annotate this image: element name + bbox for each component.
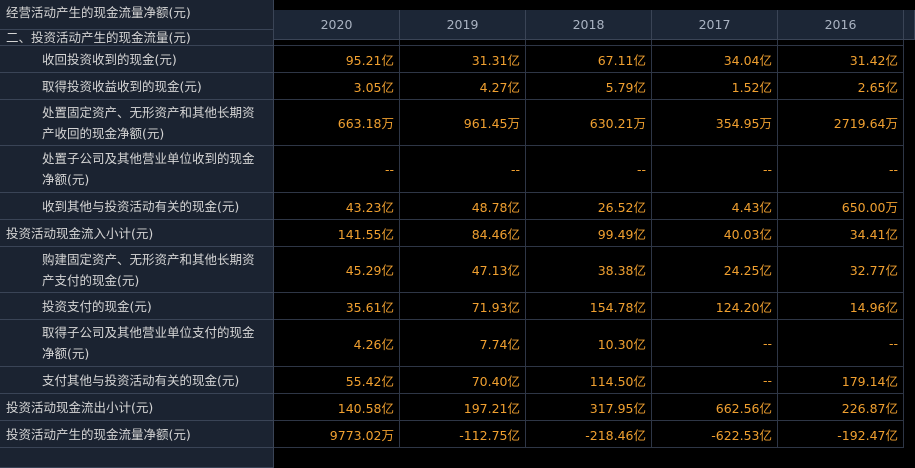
- value-cell: 10.30亿: [526, 320, 652, 367]
- value-cell: 141.55亿: [274, 220, 400, 247]
- row-label: 处置固定资产、无形资产和其他长期资产收回的现金净额(元): [0, 100, 274, 146]
- value-cell: --: [400, 146, 526, 193]
- value-cell: 650.00万: [778, 193, 904, 220]
- value-cell: -218.46亿: [526, 421, 652, 448]
- value-cell: --: [652, 367, 778, 394]
- value-cell: 2719.64万: [778, 100, 904, 146]
- value-cell: 140.58亿: [274, 394, 400, 421]
- value-cell: [400, 40, 526, 46]
- value-cell: 3.05亿: [274, 73, 400, 100]
- value-cell: 26.52亿: [526, 193, 652, 220]
- value-cell: --: [526, 146, 652, 193]
- value-cell: --: [274, 146, 400, 193]
- header-filler: [903, 10, 915, 40]
- row-label: 投资活动现金流入小计(元): [0, 220, 274, 247]
- value-cell: 197.21亿: [400, 394, 526, 421]
- value-cell: [526, 40, 652, 46]
- row-label: 取得投资收益收到的现金(元): [0, 73, 274, 100]
- value-cell: 4.27亿: [400, 73, 526, 100]
- value-cell: 43.23亿: [274, 193, 400, 220]
- value-cell: 124.20亿: [652, 293, 778, 320]
- row-label: 收回投资收到的现金(元): [0, 46, 274, 73]
- value-cell: 45.29亿: [274, 247, 400, 293]
- column-header: 2019: [400, 10, 526, 40]
- row-label: 购建固定资产、无形资产和其他长期资产支付的现金(元): [0, 247, 274, 293]
- value-cell: 70.40亿: [400, 367, 526, 394]
- value-cell: --: [652, 146, 778, 193]
- value-cell: 34.41亿: [778, 220, 904, 247]
- row-label: 收到其他与投资活动有关的现金(元): [0, 193, 274, 220]
- value-cell: 55.42亿: [274, 367, 400, 394]
- value-cell: 2.65亿: [778, 73, 904, 100]
- value-cell: 663.18万: [274, 100, 400, 146]
- value-cell: 4.43亿: [652, 193, 778, 220]
- value-cell: 114.50亿: [526, 367, 652, 394]
- value-cell: 662.56亿: [652, 394, 778, 421]
- value-cell: 71.93亿: [400, 293, 526, 320]
- column-header: 2016: [778, 10, 904, 40]
- value-cell: 99.49亿: [526, 220, 652, 247]
- row-label: 二、投资活动产生的现金流量(元): [0, 30, 274, 46]
- value-cell: 31.42亿: [778, 46, 904, 73]
- value-cell: --: [652, 320, 778, 367]
- value-cell: 40.03亿: [652, 220, 778, 247]
- value-cell: 32.77亿: [778, 247, 904, 293]
- row-label: 处置子公司及其他营业单位收到的现金净额(元): [0, 146, 274, 193]
- value-cell: 67.11亿: [526, 46, 652, 73]
- value-cell: 24.25亿: [652, 247, 778, 293]
- column-header: 2017: [652, 10, 778, 40]
- row-label: 投资活动产生的现金流量净额(元): [0, 421, 274, 448]
- value-cell: 34.04亿: [652, 46, 778, 73]
- value-cell: --: [778, 146, 904, 193]
- value-cell: 154.78亿: [526, 293, 652, 320]
- value-cell: 84.46亿: [400, 220, 526, 247]
- value-cell: -192.47亿: [778, 421, 904, 448]
- value-cell: 5.79亿: [526, 73, 652, 100]
- row-label: 投资活动现金流出小计(元): [0, 394, 274, 421]
- value-cell: 179.14亿: [778, 367, 904, 394]
- row-label: 投资支付的现金(元): [0, 293, 274, 320]
- value-cell: 38.38亿: [526, 247, 652, 293]
- value-cell: 1.52亿: [652, 73, 778, 100]
- value-cell: [652, 40, 778, 46]
- row-label: 取得子公司及其他营业单位支付的现金净额(元): [0, 320, 274, 367]
- column-header: 2018: [526, 10, 652, 40]
- value-cell: 9773.02万: [274, 421, 400, 448]
- row-label-partial: [0, 448, 274, 468]
- value-cell: 317.95亿: [526, 394, 652, 421]
- value-cell: 48.78亿: [400, 193, 526, 220]
- value-cell: 226.87亿: [778, 394, 904, 421]
- value-cell: 630.21万: [526, 100, 652, 146]
- value-cell: 4.26亿: [274, 320, 400, 367]
- row-label: 经营活动产生的现金流量净额(元): [0, 0, 274, 30]
- value-cell: 7.74亿: [400, 320, 526, 367]
- value-cell: 14.96亿: [778, 293, 904, 320]
- value-cell: -112.75亿: [400, 421, 526, 448]
- value-cell: [274, 40, 400, 46]
- value-cell: 961.45万: [400, 100, 526, 146]
- value-cell: [778, 40, 904, 46]
- value-cell: 31.31亿: [400, 46, 526, 73]
- value-cell: -622.53亿: [652, 421, 778, 448]
- value-cell: 95.21亿: [274, 46, 400, 73]
- value-cell: 47.13亿: [400, 247, 526, 293]
- row-label: 支付其他与投资活动有关的现金(元): [0, 367, 274, 394]
- value-cell: 35.61亿: [274, 293, 400, 320]
- column-header: 2020: [274, 10, 400, 40]
- value-cell: --: [778, 320, 904, 367]
- value-cell: 354.95万: [652, 100, 778, 146]
